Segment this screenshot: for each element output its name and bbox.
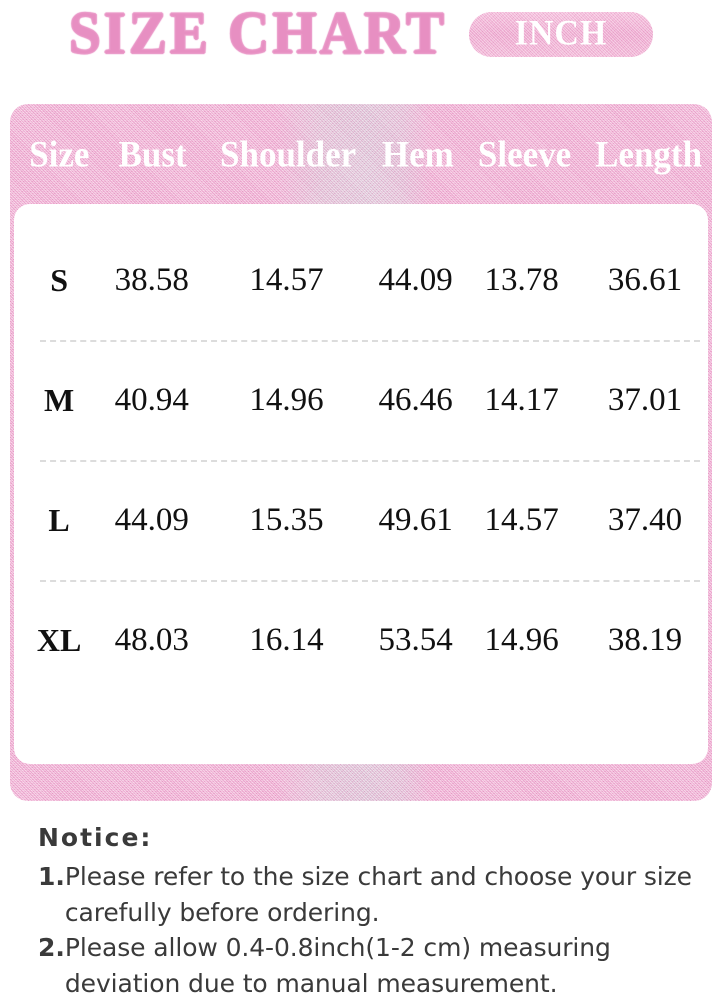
cell-bust: 48.03 <box>114 621 189 658</box>
cell-length: 37.40 <box>607 501 683 538</box>
cell-size: S <box>50 262 68 298</box>
notice-section: Notice: 1. Please refer to the size char… <box>38 822 698 1001</box>
cell-hem: 53.54 <box>378 621 453 658</box>
table-row: M 40.94 14.96 46.46 14.17 37.01 <box>14 340 708 460</box>
cell-length: 37.01 <box>607 381 683 418</box>
cell-bust: 40.94 <box>114 381 189 418</box>
cell-shoulder: 15.35 <box>249 501 324 538</box>
cell-length: 38.19 <box>607 621 683 658</box>
notice-item-number: 1. <box>38 862 65 892</box>
column-header-shoulder: Shoulder <box>220 133 357 175</box>
cell-shoulder: 16.14 <box>249 621 324 658</box>
notice-item: 1. Please refer to the size chart and ch… <box>38 859 698 930</box>
column-header-bust: Bust <box>118 133 187 175</box>
cell-sleeve: 14.17 <box>484 381 559 418</box>
cell-size: XL <box>36 622 82 658</box>
cell-bust: 38.58 <box>114 261 189 298</box>
cell-size: M <box>43 382 75 418</box>
table-header-row: Size Bust Shoulder Hem Sleeve Length <box>10 104 712 204</box>
cell-sleeve: 13.78 <box>484 261 559 298</box>
cell-length: 36.61 <box>607 261 683 298</box>
column-header-hem: Hem <box>381 133 454 175</box>
column-header-size: Size <box>29 133 90 175</box>
cell-shoulder: 14.96 <box>249 381 324 418</box>
notice-item: 2. Please allow 0.4-0.8inch(1-2 cm) meas… <box>38 930 698 1001</box>
table-row: XL 48.03 16.14 53.54 14.96 38.19 <box>14 580 708 700</box>
notice-item-number: 2. <box>38 933 65 963</box>
notice-item-text: Please refer to the size chart and choos… <box>64 862 692 927</box>
cell-size: L <box>48 502 70 538</box>
table-row: S 38.58 14.57 44.09 13.78 36.61 <box>14 220 708 340</box>
cell-hem: 49.61 <box>378 501 453 538</box>
notice-heading: Notice: <box>38 823 153 852</box>
cell-hem: 46.46 <box>378 381 453 418</box>
notice-item-text: Please allow 0.4-0.8inch(1-2 cm) measuri… <box>64 933 611 998</box>
size-table-body: S 38.58 14.57 44.09 13.78 36.61 M 40.94 … <box>14 204 708 700</box>
cell-sleeve: 14.57 <box>484 501 559 538</box>
cell-hem: 44.09 <box>378 261 453 298</box>
size-table-card: S 38.58 14.57 44.09 13.78 36.61 M 40.94 … <box>14 204 708 764</box>
cell-shoulder: 14.57 <box>249 261 324 298</box>
chart-title-bar: SIZE CHART INCH <box>0 0 722 66</box>
unit-badge: INCH <box>469 11 653 57</box>
page-title: SIZE CHART <box>68 0 447 67</box>
cell-bust: 44.09 <box>114 501 189 538</box>
size-chart-panel: Size Bust Shoulder Hem Sleeve Length S 3… <box>10 104 712 801</box>
column-header-sleeve: Sleeve <box>477 133 572 175</box>
column-header-length: Length <box>595 133 703 175</box>
unit-badge-label: INCH <box>514 14 608 53</box>
table-row: L 44.09 15.35 49.61 14.57 37.40 <box>14 460 708 580</box>
cell-sleeve: 14.96 <box>484 621 559 658</box>
